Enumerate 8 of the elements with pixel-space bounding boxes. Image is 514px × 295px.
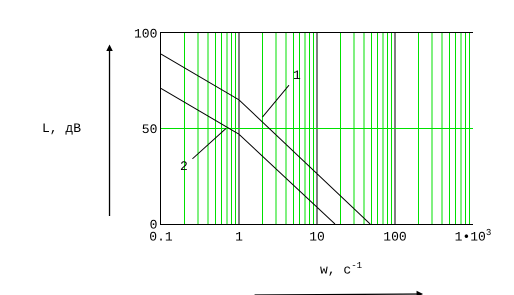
x-tick-label: 100 [383,230,407,245]
x-axis-title: w, c$^{-1}$ [320,260,363,278]
x-tick-label: 1 [235,230,244,245]
y-tick-label: 50 [142,122,158,138]
x-tick-label: 1•10$^{3}$ [454,227,492,245]
y-axis-title: L, дB [42,121,82,136]
x-tick-label: 10 [309,230,325,245]
y-tick-label: 100 [134,26,158,42]
